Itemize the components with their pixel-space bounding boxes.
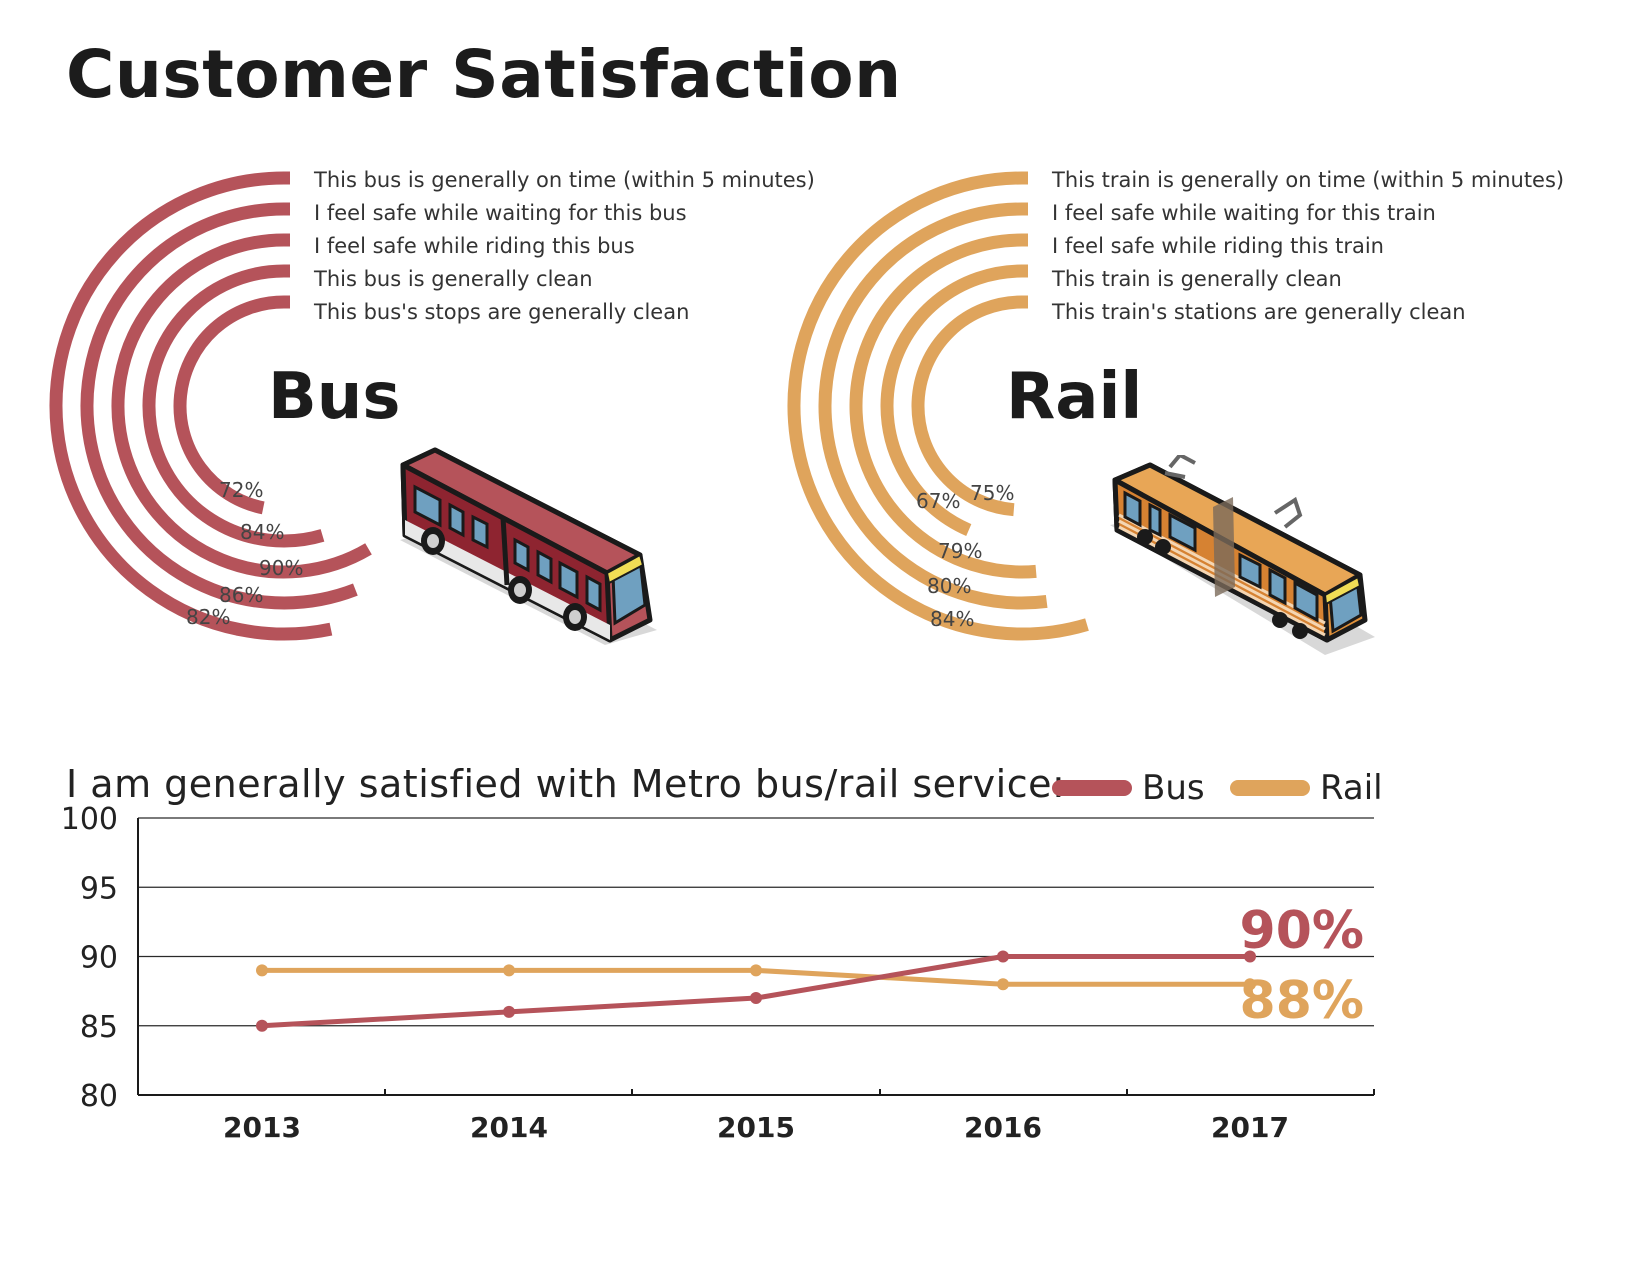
arc-percent-label: 67% [916,489,960,513]
end-value-label-bus: 90% [1240,901,1364,961]
legend-swatch-bus [1052,780,1132,796]
arc-percent-label: 75% [970,481,1014,505]
rail-question: This train's stations are generally clea… [1052,300,1466,324]
arc-percent-label: 72% [219,478,263,502]
satisfaction-arc [49,171,333,641]
arc-percent-label: 80% [927,574,971,598]
bus-question: This bus is generally on time (within 5 … [314,168,815,192]
satisfaction-arc [911,295,1028,517]
rail-title: Rail [1006,360,1143,434]
satisfaction-arc [142,264,325,548]
rail-question: I feel safe while waiting for this train [1052,201,1436,225]
x-tick-label: 2017 [1211,1111,1289,1144]
data-point-bus [256,1019,268,1032]
legend-item-rail: Rail [1230,768,1383,808]
satisfaction-arc [111,233,372,579]
data-point-bus [997,950,1009,963]
x-tick-label: 2015 [717,1111,795,1144]
rail-question: This train is generally on time (within … [1052,168,1565,192]
rail-arc-chart: 84% 80% 79% 67% 75% [787,171,1089,641]
data-point-bus [1244,950,1256,963]
data-point-rail [503,964,515,977]
bus-title: Bus [268,360,401,434]
data-point-rail [997,978,1009,991]
satisfaction-arc [80,202,358,610]
arc-percent-label: 84% [930,607,974,631]
arc-percent-label: 90% [259,556,303,580]
satisfaction-arc [849,233,1037,579]
legend-item-bus: Bus [1052,768,1205,808]
y-tick-label: 85 [80,1010,118,1045]
legend-label-rail: Rail [1320,768,1383,808]
y-tick-label: 80 [80,1079,118,1114]
data-point-rail [750,964,762,977]
data-point-bus [750,992,762,1005]
end-value-label-rail: 88% [1240,971,1364,1031]
arc-percent-label: 82% [186,605,230,629]
rail-question-list: This train is generally on time (within … [1052,164,1564,329]
rail-question: I feel safe while riding this train [1052,234,1384,258]
bus-question: This bus is generally clean [314,267,593,291]
satisfaction-arc [173,295,290,515]
rail-panel: 84% 80% 79% 67% 75% This train is generally … [780,168,1580,730]
bus-question: This bus's stops are generally clean [314,300,690,324]
x-tick-label: 2014 [470,1111,548,1144]
x-tick-label: 2016 [964,1111,1042,1144]
y-tick-label: 90 [80,941,118,976]
satisfaction-arc [880,264,1028,537]
arc-percent-label: 84% [240,520,284,544]
data-point-rail [1244,978,1256,991]
data-point-bus [503,1005,515,1018]
bus-question: I feel safe while riding this bus [314,234,635,258]
data-point-rail [256,964,268,977]
bus-panel: 82% 86% 90% 84% 72% This bus is generally on… [0,168,815,730]
satisfaction-arc [787,171,1089,641]
rail-question: This train is generally clean [1052,267,1342,291]
y-tick-label: 95 [80,871,118,906]
bus-icon [400,447,657,645]
train-icon [1110,455,1375,655]
line-chart: 80 85 90 95 100 2013 2014 2015 2016 2017 90% 88% [61,802,1375,1144]
arc-percent-label: 79% [938,539,982,563]
arc-percent-label: 86% [219,583,263,607]
y-tick-label: 100 [61,802,118,837]
bus-arc-chart: 82%86% 90% 84% 72% [49,171,372,641]
satisfaction-arc [818,202,1048,610]
legend-swatch-rail [1230,780,1310,796]
bus-question: I feel safe while waiting for this bus [314,201,687,225]
legend-label-bus: Bus [1142,768,1205,808]
x-tick-label: 2013 [223,1111,301,1144]
bus-question-list: This bus is generally on time (within 5 … [314,164,815,329]
page-title: Customer Satisfaction [66,36,902,113]
chart-title: I am generally satisfied with Metro bus/… [66,762,1066,806]
